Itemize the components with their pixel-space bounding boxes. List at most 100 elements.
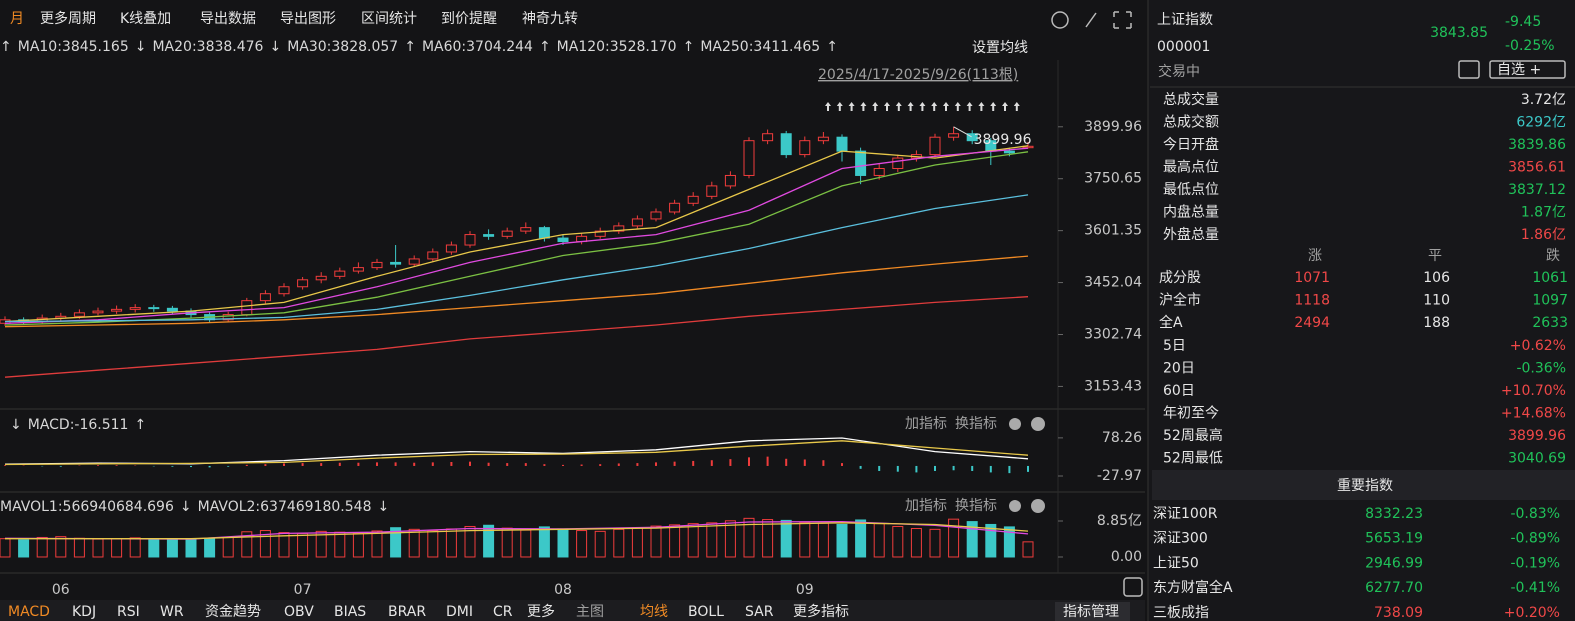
main-tab[interactable]: 均线: [640, 604, 668, 620]
indicator-tab[interactable]: KDJ: [72, 604, 96, 620]
indicator-tab[interactable]: DMI: [446, 604, 473, 620]
range-label: 2025/4/17-2025/9/26(113根): [818, 67, 1018, 83]
period-label: 5日: [1163, 338, 1186, 354]
toolbar-button[interactable]: K线叠加: [120, 11, 171, 27]
legend-entry: MA10:3845.165: [18, 39, 129, 55]
candle-body: [948, 133, 960, 138]
index-value: 738.09: [1374, 605, 1423, 621]
toolbar-button[interactable]: 更多周期: [40, 10, 96, 27]
indicator-tab[interactable]: BRAR: [388, 604, 426, 620]
index-name[interactable]: 上证50: [1153, 555, 1199, 571]
candle-body: [706, 185, 718, 197]
legend-entry: MA20:3838.476: [152, 39, 263, 55]
scroll-button[interactable]: [1123, 577, 1143, 597]
indicator-button[interactable]: 换指标: [955, 497, 997, 514]
index-name[interactable]: 深证100R: [1153, 506, 1218, 522]
toolbar-button[interactable]: 到价提醒: [441, 11, 497, 27]
close-icon[interactable]: [1031, 499, 1045, 513]
indicator-line: [4, 145, 1029, 323]
ma-settings[interactable]: 设置均线: [972, 40, 1028, 56]
index-name[interactable]: 深证300: [1153, 531, 1208, 547]
y-tick-label: 3452.04: [1084, 275, 1142, 291]
draw-icon[interactable]: [1085, 12, 1097, 28]
legend-arrow: ↓: [135, 39, 147, 55]
period-button[interactable]: 月: [10, 11, 24, 27]
indicator-button[interactable]: 加指标: [905, 498, 947, 514]
indicator-button[interactable]: 加指标: [905, 416, 947, 432]
volume-bar: [576, 530, 588, 558]
main-tab[interactable]: SAR: [745, 604, 774, 620]
fullscreen-icon[interactable]: [1113, 11, 1132, 29]
breadth-value: 110: [1423, 293, 1450, 309]
volume-bar: [929, 528, 941, 558]
volume-bar: [706, 522, 718, 558]
candle-body: [743, 140, 755, 176]
collapse-icon[interactable]: [1051, 11, 1069, 29]
volume-bar: [371, 530, 383, 558]
breadth-label: 成分股: [1159, 270, 1201, 286]
breadth-label: 沪全市: [1159, 292, 1201, 309]
indicator-tab[interactable]: BIAS: [334, 604, 366, 620]
volume-bar: [855, 519, 867, 558]
main-tab[interactable]: 主图: [576, 604, 604, 620]
y-tick-label: 8.85亿: [1097, 513, 1142, 529]
stat-value: 3837.12: [1508, 182, 1566, 198]
toolbar-button[interactable]: 区间统计: [361, 11, 417, 27]
volume-bar: [594, 530, 606, 558]
close-icon[interactable]: [1031, 417, 1045, 431]
indicator-tab[interactable]: RSI: [117, 604, 140, 620]
period-value: -0.36%: [1516, 361, 1566, 377]
indicator-tab[interactable]: MACD: [8, 604, 50, 620]
toolbar-button[interactable]: 导出图形: [280, 11, 336, 27]
volume-bar: [483, 524, 495, 558]
y-tick-label: 0.00: [1111, 549, 1142, 565]
candle-body: [315, 275, 327, 281]
candle-body: [762, 133, 774, 142]
breadth-value: 1097: [1532, 293, 1568, 309]
volume-bar: [166, 539, 178, 558]
quote-change: -9.45: [1505, 14, 1541, 30]
breadth-value: 1071: [1294, 270, 1330, 286]
y-tick-label: 3302.74: [1084, 326, 1142, 342]
index-name[interactable]: 三板成指: [1153, 605, 1209, 621]
toolbar-button[interactable]: 神奇九转: [522, 10, 578, 27]
candle-body: [129, 307, 141, 310]
toolbar-button[interactable]: 导出数据: [200, 11, 256, 27]
legend-arrow: ↑: [683, 39, 695, 55]
main-tab[interactable]: 更多指标: [793, 603, 849, 620]
toolbar-icons[interactable]: [1051, 11, 1566, 597]
candle-body: [724, 174, 736, 187]
indicator-tab[interactable]: 更多: [527, 603, 555, 620]
x-tick-label: 07: [294, 582, 312, 598]
alert-button[interactable]: [1458, 60, 1480, 79]
index-value: 2946.99: [1365, 555, 1423, 571]
volume-bar: [1003, 526, 1015, 558]
signal-icon: [931, 102, 938, 111]
candle-body: [408, 258, 420, 265]
indicator-tab[interactable]: 资金趋势: [205, 604, 261, 620]
volume-bar: [36, 536, 48, 558]
watch-button[interactable]: 自选 +: [1497, 62, 1541, 78]
indicator-tab[interactable]: CR: [493, 604, 513, 620]
breadth-value: 106: [1423, 270, 1450, 286]
watch-button[interactable]: [1489, 60, 1566, 79]
macd-label: MACD:-16.511: [28, 417, 129, 433]
indicator-line: [4, 255, 1029, 328]
main-tab[interactable]: BOLL: [688, 604, 724, 620]
manage-button[interactable]: 指标管理: [1063, 604, 1119, 620]
max-marker-label: 3899.96: [974, 132, 1032, 148]
candle-body: [483, 234, 495, 237]
manage-bg[interactable]: [1055, 602, 1130, 621]
signal-icon: [825, 102, 831, 111]
index-name[interactable]: 东方财富全A: [1153, 579, 1233, 596]
indicator-tab[interactable]: OBV: [284, 604, 314, 620]
settings-icon[interactable]: [1009, 418, 1021, 430]
indicator-line: [4, 440, 1029, 466]
indicator-button[interactable]: 换指标: [955, 415, 997, 432]
indicator-tab[interactable]: WR: [160, 604, 184, 620]
volume-bar: [315, 530, 327, 558]
settings-icon[interactable]: [1009, 500, 1021, 512]
y-tick-label: 3750.65: [1084, 171, 1142, 187]
candle-body: [501, 230, 513, 237]
signal-icon: [943, 102, 949, 111]
